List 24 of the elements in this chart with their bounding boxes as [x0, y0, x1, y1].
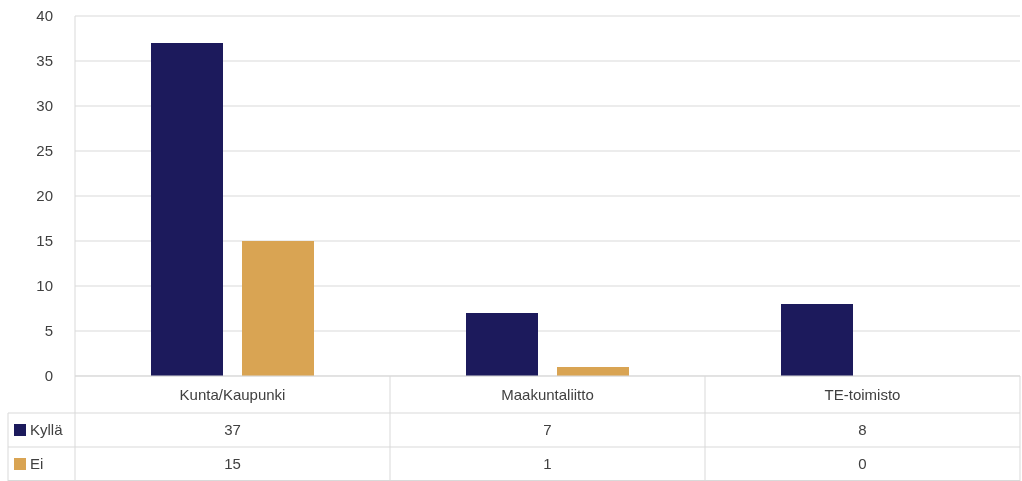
y-tick-label: 35 [36, 52, 53, 70]
bar [242, 241, 314, 376]
bar [151, 43, 223, 376]
x-tick-label: Maakuntaliitto [501, 385, 594, 403]
bar [466, 313, 538, 376]
y-tick-label: 20 [36, 187, 53, 205]
data-label: 8 [858, 421, 867, 439]
data-label: 0 [858, 455, 867, 473]
data-label: 15 [224, 455, 241, 473]
data-label: 7 [543, 421, 552, 439]
data-label: 37 [224, 421, 241, 439]
y-tick-label: 0 [44, 367, 53, 385]
legend-label: Kyllä [30, 421, 64, 439]
legend-label: Ei [30, 455, 44, 473]
x-tick-label: TE-toimisto [824, 385, 901, 403]
y-tick-label: 30 [36, 97, 53, 115]
x-tick-label: Kunta/Kaupunki [179, 385, 286, 403]
y-tick-label: 40 [36, 7, 53, 25]
bar [781, 304, 853, 376]
y-tick-label: 15 [36, 232, 53, 250]
data-label: 1 [543, 455, 552, 473]
y-tick-label: 5 [44, 322, 53, 340]
y-tick-label: 10 [36, 277, 53, 295]
y-tick-label: 25 [36, 142, 53, 160]
